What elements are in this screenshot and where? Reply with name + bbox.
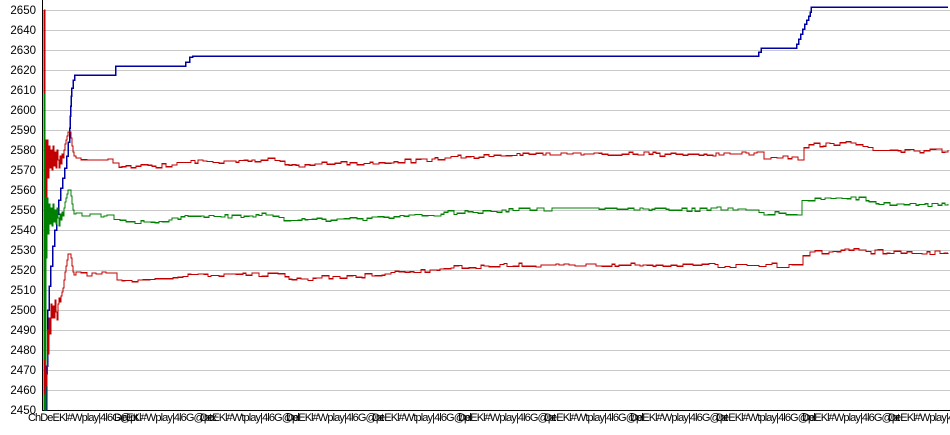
series-upper-red-line <box>43 9 949 371</box>
y-tick-label: 2490 <box>10 325 36 337</box>
series-blue-step-line <box>45 6 948 411</box>
y-tick-label: 2560 <box>10 185 36 197</box>
y-axis-tick-labels: 2650 2640 2630 2620 2610 2600 2590 2580 2570 2560… <box>10 5 36 417</box>
y-tick-label: 2480 <box>10 345 36 357</box>
y-tick-label: 2570 <box>10 165 36 177</box>
y-tick-label: 2600 <box>10 105 36 117</box>
y-tick-label: 2510 <box>10 285 36 297</box>
y-tick-label: 2470 <box>10 365 36 377</box>
y-tick-label: 2520 <box>10 265 36 277</box>
y-tick-label: 2590 <box>10 125 36 137</box>
y-tick-label: 2630 <box>10 45 36 57</box>
gridlines <box>42 10 950 391</box>
y-tick-label: 2450 <box>10 405 36 417</box>
series-green-mid-line <box>43 93 949 411</box>
data-series <box>43 6 949 411</box>
y-tick-label: 2530 <box>10 245 36 257</box>
series-lower-red-line <box>43 247 949 395</box>
y-tick-label: 2650 <box>10 5 36 17</box>
y-tick-label: 2610 <box>10 85 36 97</box>
axes <box>42 0 950 411</box>
y-tick-label: 2640 <box>10 25 36 37</box>
y-tick-label: 2500 <box>10 305 36 317</box>
y-tick-label: 2540 <box>10 225 36 237</box>
y-tick-label: 2580 <box>10 145 36 157</box>
y-tick-label: 2620 <box>10 65 36 77</box>
y-tick-label: 2460 <box>10 385 36 397</box>
y-tick-label: 2550 <box>10 205 36 217</box>
